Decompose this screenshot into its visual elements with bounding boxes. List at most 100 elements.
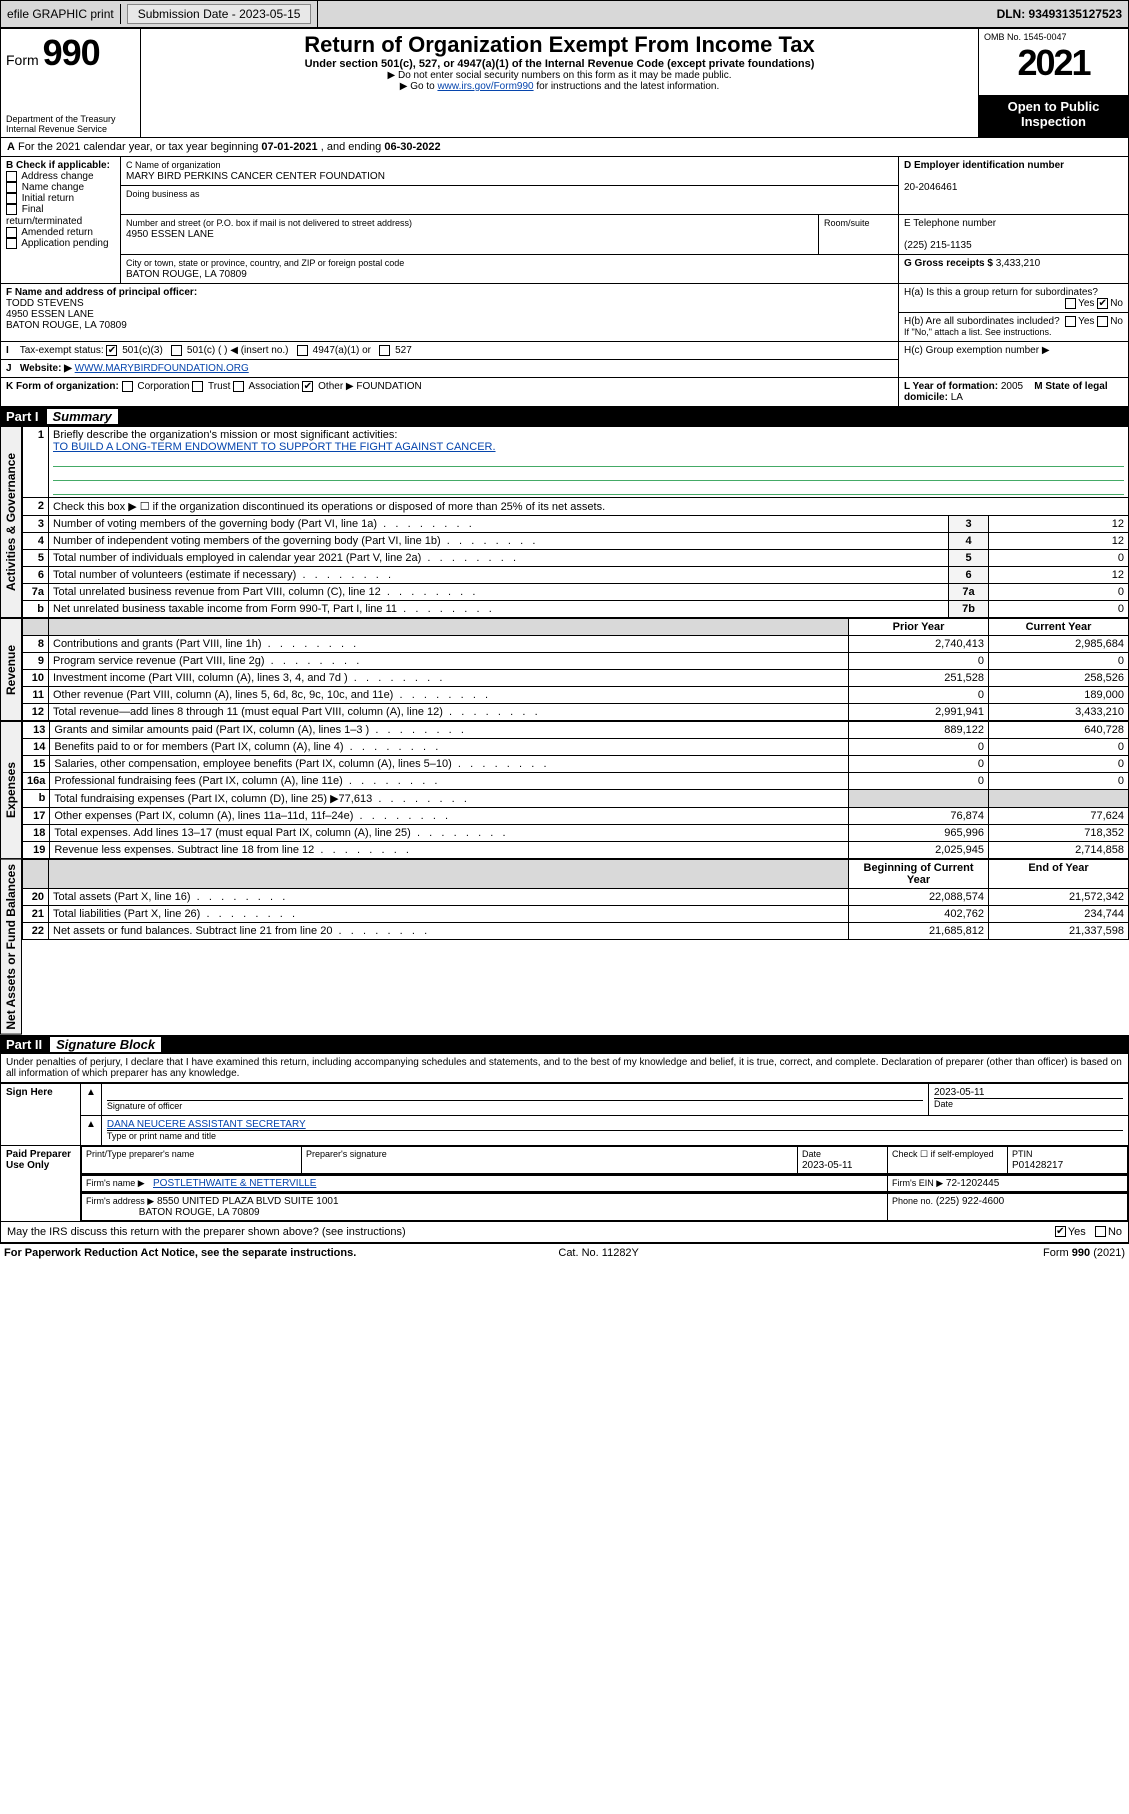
i-4947[interactable]	[297, 345, 308, 356]
col-boy: Beginning of Current Year	[849, 860, 989, 889]
ptin-label: PTIN	[1012, 1149, 1033, 1159]
signature-block: Sign Here ▲ Signature of officer 2023-05…	[0, 1083, 1129, 1222]
k-other[interactable]	[302, 381, 313, 392]
firm-phone-label: Phone no.	[892, 1196, 933, 1206]
summary-section: Activities & Governance 1 Briefly descri…	[0, 426, 1129, 618]
summary-row: 22Net assets or fund balances. Subtract …	[23, 923, 1129, 940]
f-label: F Name and address of principal officer:	[6, 287, 197, 298]
firm-addr2: BATON ROUGE, LA 70809	[139, 1207, 260, 1218]
dba-label: Doing business as	[126, 189, 200, 199]
l-label: L Year of formation:	[904, 381, 998, 392]
firm-addr1: 8550 UNITED PLAZA BLVD SUITE 1001	[157, 1196, 339, 1207]
col-eoy: End of Year	[989, 860, 1129, 889]
firm-ein: 72-1202445	[946, 1178, 999, 1189]
checkbox-initial[interactable]	[6, 193, 17, 204]
l1-label: Briefly describe the organization's miss…	[53, 429, 397, 441]
form-title: Return of Organization Exempt From Incom…	[146, 32, 973, 58]
form-subtitle: Under section 501(c), 527, or 4947(a)(1)…	[146, 58, 973, 70]
firm-addr-label: Firm's address ▶	[86, 1196, 154, 1206]
a-pre: For the 2021 calendar year, or tax year …	[18, 141, 261, 153]
website-link[interactable]: WWW.MARYBIRDFOUNDATION.ORG	[75, 363, 249, 374]
form-label: Form	[6, 52, 39, 68]
g-label: G Gross receipts $	[904, 258, 993, 269]
firm-name[interactable]: POSTLETHWAITE & NETTERVILLE	[153, 1178, 316, 1189]
checkbox-pending[interactable]	[6, 238, 17, 249]
note-goto-post: for instructions and the latest informat…	[536, 81, 719, 92]
footer-mid: Cat. No. 11282Y	[558, 1247, 639, 1259]
i-501c[interactable]	[171, 345, 182, 356]
mission-text[interactable]: TO BUILD A LONG-TERM ENDOWMENT TO SUPPOR…	[53, 441, 496, 453]
firm-phone: (225) 922-4600	[936, 1196, 1004, 1207]
part2-label: Part II	[6, 1037, 42, 1052]
summary-row: 6Total number of volunteers (estimate if…	[23, 567, 1129, 584]
a-mid: , and ending	[321, 141, 385, 153]
dept-label: Department of the Treasury	[6, 114, 135, 124]
firm-ein-label: Firm's EIN ▶	[892, 1178, 943, 1188]
note-goto-pre: ▶ Go to	[400, 81, 438, 92]
k-label: K Form of organization:	[6, 381, 119, 392]
b-opt-4: Amended return	[21, 227, 93, 238]
sig-date: 2023-05-11	[934, 1087, 984, 1098]
i-527[interactable]	[379, 345, 390, 356]
k-corp[interactable]	[122, 381, 133, 392]
part1-label: Part I	[6, 409, 39, 424]
summary-row: 18Total expenses. Add lines 13–17 (must …	[23, 825, 1129, 842]
efile-label: efile GRAPHIC print	[7, 7, 114, 21]
summary-row: 10Investment income (Part VIII, column (…	[23, 670, 1129, 687]
checkbox-final[interactable]	[6, 204, 17, 215]
discuss-yes[interactable]	[1055, 1226, 1066, 1237]
summary-row: 14Benefits paid to or for members (Part …	[23, 739, 1129, 756]
hb-note: If "No," attach a list. See instructions…	[904, 327, 1051, 337]
hb-label: H(b) Are all subordinates included?	[904, 316, 1060, 327]
addr-label: Number and street (or P.O. box if mail i…	[126, 218, 412, 228]
prep-date: 2023-05-11	[802, 1160, 852, 1171]
top-bar: efile GRAPHIC print Submission Date - 20…	[0, 0, 1129, 28]
paid-preparer: Paid Preparer Use Only	[1, 1145, 81, 1221]
check-self-employed: Check ☐ if self-employed	[892, 1149, 994, 1159]
hb-yes[interactable]	[1065, 316, 1076, 327]
vlabel-rev: Revenue	[0, 618, 22, 721]
page-footer: For Paperwork Reduction Act Notice, see …	[0, 1243, 1129, 1262]
e-label: E Telephone number	[904, 218, 996, 229]
submission-date-button[interactable]: Submission Date - 2023-05-15	[127, 4, 312, 24]
form-header: Form 990 Department of the Treasury Inte…	[0, 28, 1129, 138]
tax-year: 2021	[1017, 42, 1089, 83]
hb-no[interactable]	[1097, 316, 1108, 327]
summary-row: 15Salaries, other compensation, employee…	[23, 756, 1129, 773]
dln-label: DLN: 93493135127523	[997, 7, 1122, 21]
discuss-no[interactable]	[1095, 1226, 1106, 1237]
summary-row: bTotal fundraising expenses (Part IX, co…	[23, 790, 1129, 808]
summary-row: 7aTotal unrelated business revenue from …	[23, 584, 1129, 601]
irs-label: Internal Revenue Service	[6, 124, 135, 134]
checkbox-amended[interactable]	[6, 227, 17, 238]
part2-title: Signature Block	[50, 1037, 161, 1052]
k-trust[interactable]	[192, 381, 203, 392]
ha-yes[interactable]	[1065, 298, 1076, 309]
form-number: 990	[43, 32, 100, 73]
summary-row: 3Number of voting members of the governi…	[23, 516, 1129, 533]
checkbox-name-change[interactable]	[6, 182, 17, 193]
d-label: D Employer identification number	[904, 160, 1064, 171]
k-other-value: FOUNDATION	[356, 381, 421, 392]
name-title-label: Type or print name and title	[107, 1131, 216, 1141]
part2-header: Part II Signature Block	[0, 1035, 1129, 1054]
checkbox-addr-change[interactable]	[6, 171, 17, 182]
form990-link[interactable]: www.irs.gov/Form990	[437, 81, 533, 92]
inspection-label: Open to Public Inspection	[1008, 99, 1100, 129]
k-assoc[interactable]	[233, 381, 244, 392]
officer-name-title[interactable]: DANA NEUCERE ASSISTANT SECRETARY	[107, 1119, 306, 1130]
ha-no[interactable]	[1097, 298, 1108, 309]
vlabel-ag: Activities & Governance	[0, 426, 22, 618]
entity-info: B Check if applicable: Address change Na…	[0, 156, 1129, 407]
summary-row: 20Total assets (Part X, line 16)22,088,5…	[23, 889, 1129, 906]
summary-row: 5Total number of individuals employed in…	[23, 550, 1129, 567]
ein-value: 20-2046461	[904, 182, 957, 193]
hc-label: H(c) Group exemption number ▶	[904, 345, 1050, 356]
b-title: B Check if applicable:	[6, 160, 110, 171]
part1-title: Summary	[47, 409, 118, 424]
summary-row: 11Other revenue (Part VIII, column (A), …	[23, 687, 1129, 704]
declaration: Under penalties of perjury, I declare th…	[0, 1054, 1129, 1083]
i-501c3[interactable]	[106, 345, 117, 356]
ptin-value: P01428217	[1012, 1160, 1063, 1171]
sig-officer-label: Signature of officer	[107, 1101, 182, 1111]
